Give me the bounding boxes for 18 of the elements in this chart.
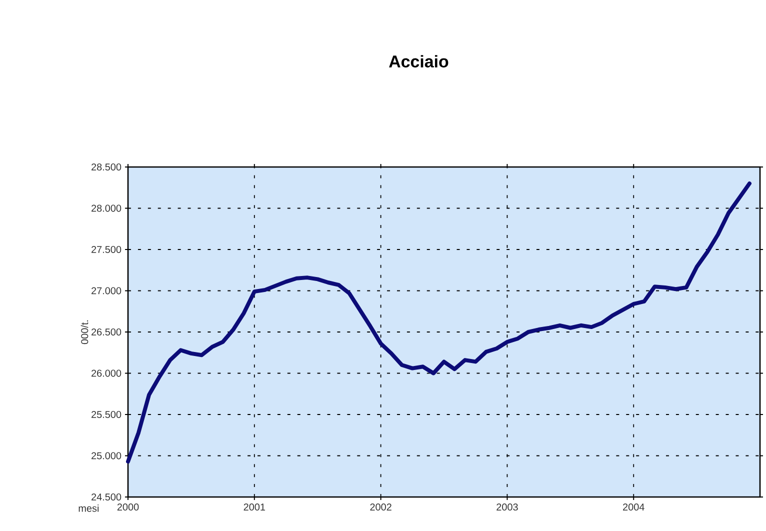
x-tick-label: 2001 (244, 504, 265, 511)
y-tick-label: 27.500 (92, 246, 122, 254)
y-tick-label: 28.000 (92, 204, 122, 212)
x-axis-title: mesi (78, 504, 99, 512)
y-tick-label: 24.500 (92, 493, 122, 501)
y-tick-label: 26.000 (92, 370, 122, 377)
y-tick-label: 25.500 (92, 410, 122, 418)
y-tick-label: 25.000 (92, 452, 122, 460)
x-tick-label: 2003 (496, 504, 518, 511)
x-tick-label: 2000 (117, 504, 139, 511)
y-tick-label: 26.500 (92, 328, 122, 336)
chart-title: Acciaio (389, 55, 448, 68)
line-series (126, 182, 752, 464)
y-tick-label: 27.000 (92, 287, 122, 294)
x-tick-label: 2002 (370, 504, 392, 511)
y-tick-label: 28.500 (92, 163, 122, 171)
y-axis-title: 000/t. (80, 320, 88, 344)
x-tick-label: 2004 (623, 504, 644, 511)
